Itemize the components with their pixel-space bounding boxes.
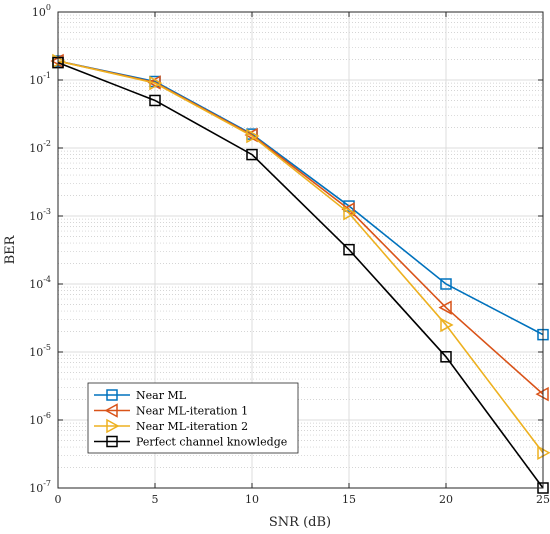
series-line [57,60,544,454]
legend-item: Perfect channel knowledge [94,436,287,449]
y-tick-label: 10-4 [29,275,51,291]
data-point [438,300,452,315]
x-tick-label: 15 [342,493,356,506]
x-tick-label: 0 [55,493,62,506]
y-tick-label: 10-5 [29,343,51,359]
legend-label: Perfect channel knowledge [136,436,287,449]
legend-item: Near ML-iteration 1 [94,403,248,418]
legend: Near ML Near ML-iteration 1 Near ML-iterat… [87,382,299,454]
data-point [440,278,452,290]
x-tick-label: 25 [536,493,550,506]
series-line [57,61,544,489]
legend-marker [106,435,118,448]
y-tick-label: 10-7 [29,479,51,495]
data-point [149,75,163,91]
legend-marker [106,389,118,401]
y-tick-label: 100 [32,3,51,19]
y-tick-label: 10-1 [29,71,51,87]
data-point [343,205,357,221]
y-tick-label: 10-2 [29,139,51,155]
legend-marker [106,418,120,434]
data-point [149,94,161,107]
legend-marker [104,403,118,418]
x-tick-label: 20 [439,493,453,506]
legend-label: Near ML-iteration 2 [136,420,248,433]
series-4 [52,56,549,494]
y-tick-label: 10-6 [29,411,51,427]
x-tick-label: 10 [245,493,259,506]
data-point [440,351,452,363]
data-point [343,243,355,256]
legend-item: Near ML [94,389,187,402]
legend-label: Near ML [136,389,187,402]
series-layer [50,53,550,494]
legend-label: Near ML-iteration 1 [136,405,248,418]
data-point [246,128,260,144]
plot-frame [57,11,544,489]
y-axis-label: BER [3,234,18,264]
data-point [246,148,258,161]
y-tick-label: 10-3 [29,207,51,223]
x-tick-label: 5 [152,493,159,506]
legend-item: Near ML-iteration 2 [94,418,248,434]
axis-ticks: 0 5 10 15 20 25 100 10-1 10-2 10-3 10-4 10-5 10-6 10-… [29,3,550,506]
data-point [440,317,454,333]
x-axis-label: SNR (dB) [269,515,331,530]
